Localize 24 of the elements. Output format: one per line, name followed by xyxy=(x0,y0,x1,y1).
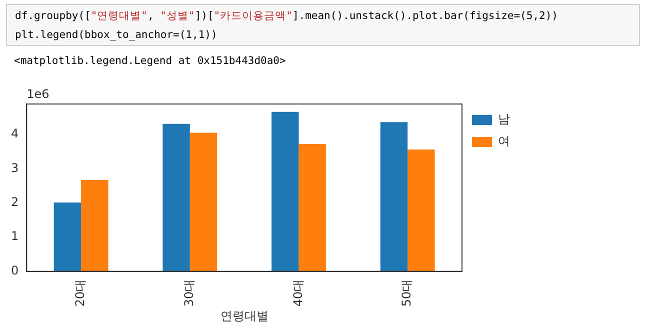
y-tick-label: 4 xyxy=(10,126,19,141)
legend-label: 남 xyxy=(498,112,510,126)
text: 1e6 xyxy=(26,87,50,102)
bar xyxy=(272,112,299,272)
y-tick-label: 0 xyxy=(10,263,19,278)
text: <matplotlib.legend.Legend at 0x151b443d0a0> xyxy=(14,55,286,67)
bar xyxy=(190,132,218,272)
bar xyxy=(162,124,190,272)
text: df.groupby(["연령대별", "성별"])["카드이용금액"].mean().unstack().plot.bar(figsize=(5,2)) xyxy=(15,10,558,22)
legend-label: 여 xyxy=(498,134,510,148)
x-tick-label: 50대 xyxy=(400,279,414,307)
bar xyxy=(298,144,326,272)
x-tick-label: 40대 xyxy=(290,279,305,307)
bar xyxy=(54,202,82,272)
bar xyxy=(380,122,408,272)
x-axis-title: 연령대별 xyxy=(220,308,268,323)
bar xyxy=(81,180,108,272)
y-tick-label: 2 xyxy=(10,195,19,210)
x-tick-label: 30대 xyxy=(182,279,196,307)
text: plt.legend(bbox_to_anchor=(1,1)) xyxy=(15,29,218,41)
x-tick-label: 20대 xyxy=(73,279,88,307)
y-tick-label: 1 xyxy=(10,229,19,244)
bar xyxy=(408,150,435,272)
y-tick-label: 3 xyxy=(10,160,19,175)
